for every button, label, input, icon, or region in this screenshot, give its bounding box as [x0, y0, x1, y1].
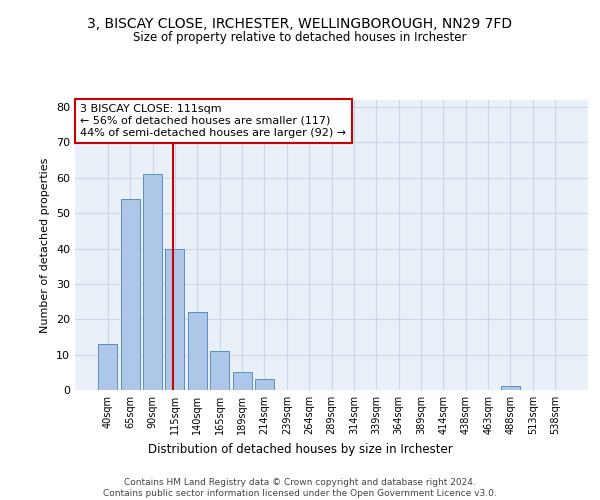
- Bar: [188, 312, 207, 390]
- Bar: [501, 386, 520, 390]
- Text: 3 BISCAY CLOSE: 111sqm
← 56% of detached houses are smaller (117)
44% of semi-de: 3 BISCAY CLOSE: 111sqm ← 56% of detached…: [80, 104, 346, 138]
- Y-axis label: Number of detached properties: Number of detached properties: [40, 158, 50, 332]
- Bar: [210, 351, 229, 390]
- Text: Size of property relative to detached houses in Irchester: Size of property relative to detached ho…: [133, 31, 467, 44]
- Bar: [121, 199, 140, 390]
- Text: Contains HM Land Registry data © Crown copyright and database right 2024.
Contai: Contains HM Land Registry data © Crown c…: [103, 478, 497, 498]
- Bar: [143, 174, 162, 390]
- Bar: [255, 380, 274, 390]
- Text: 3, BISCAY CLOSE, IRCHESTER, WELLINGBOROUGH, NN29 7FD: 3, BISCAY CLOSE, IRCHESTER, WELLINGBOROU…: [88, 18, 512, 32]
- Bar: [166, 248, 184, 390]
- Bar: [233, 372, 251, 390]
- Bar: [98, 344, 118, 390]
- Text: Distribution of detached houses by size in Irchester: Distribution of detached houses by size …: [148, 442, 452, 456]
